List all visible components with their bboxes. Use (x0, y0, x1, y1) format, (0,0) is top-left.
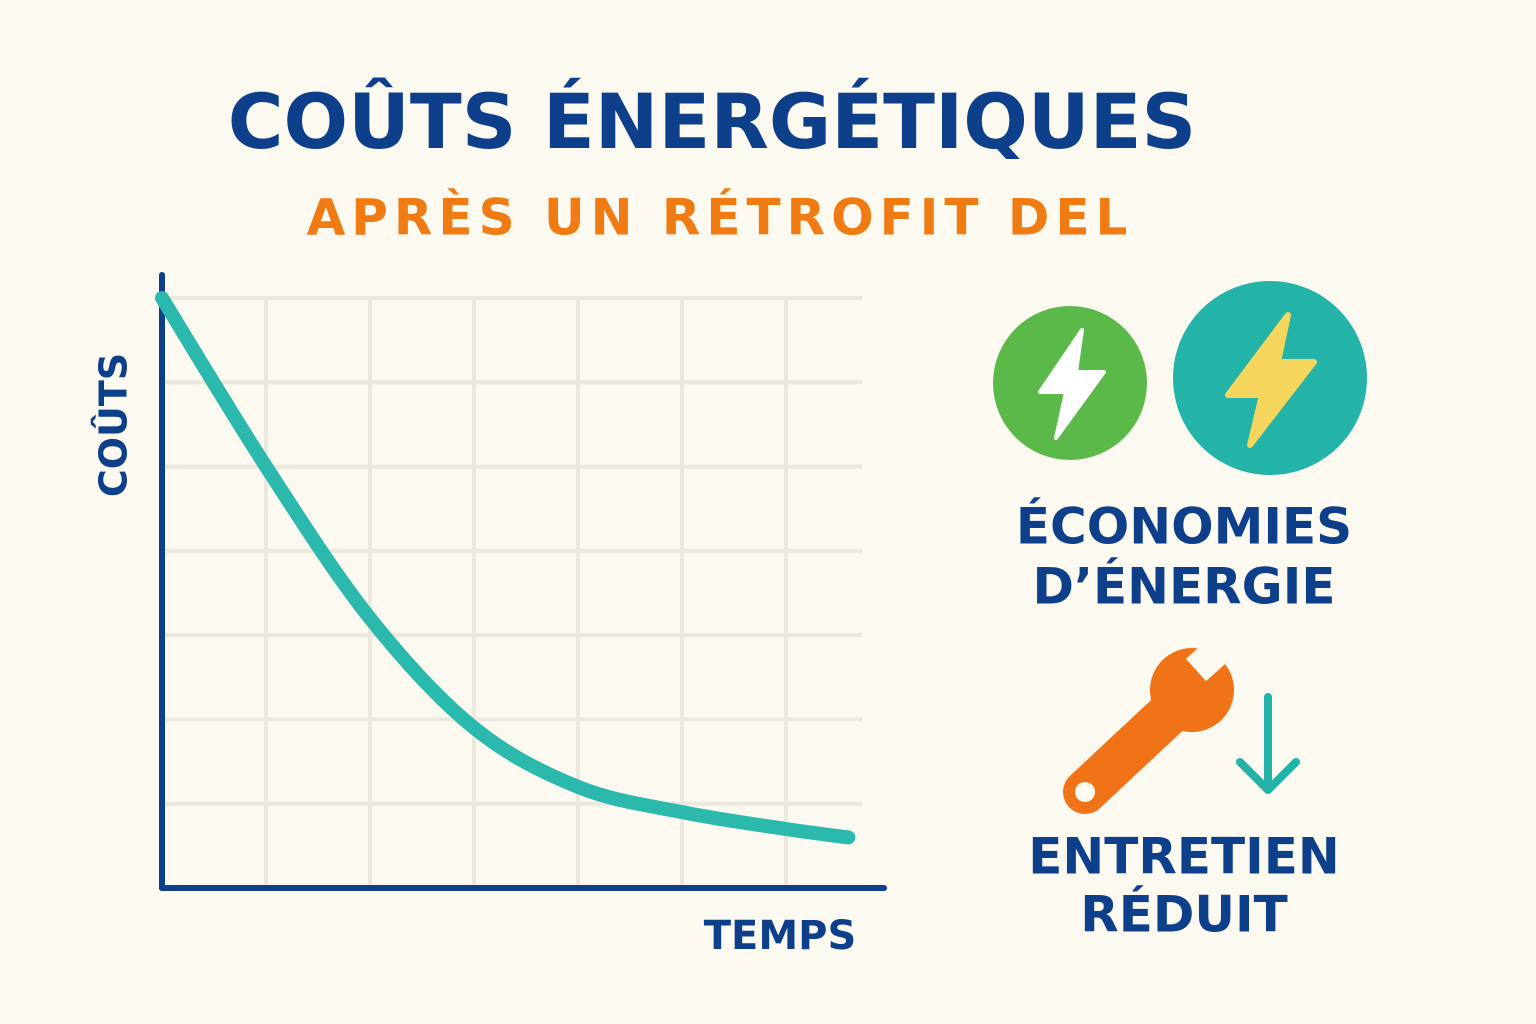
wrench-hole (1075, 782, 1095, 802)
grid (162, 296, 862, 888)
annotation: D’ÉNERGIE (1033, 557, 1336, 616)
arrow-head (1236, 758, 1300, 794)
energy-icons (993, 281, 1367, 475)
cost-line (155, 291, 856, 845)
wrench-icon (1063, 632, 1236, 814)
annotation: RÉDUIT (1080, 885, 1287, 944)
bolt-icon (1225, 312, 1317, 448)
title: COÛTS ÉNERGÉTIQUES (228, 76, 1196, 166)
y-axis-label: COÛTS (92, 353, 136, 497)
x-axis-label: TEMPS (704, 913, 857, 959)
annotation: ÉCONOMIES (1016, 497, 1352, 556)
annotation: ENTRETIEN (1028, 828, 1339, 886)
bolt-icon (1038, 328, 1106, 440)
wrench-notch (1185, 632, 1236, 682)
subtitle: APRÈS UN RÉTROFIT DEL (307, 188, 1134, 247)
down-arrow (1236, 693, 1300, 794)
